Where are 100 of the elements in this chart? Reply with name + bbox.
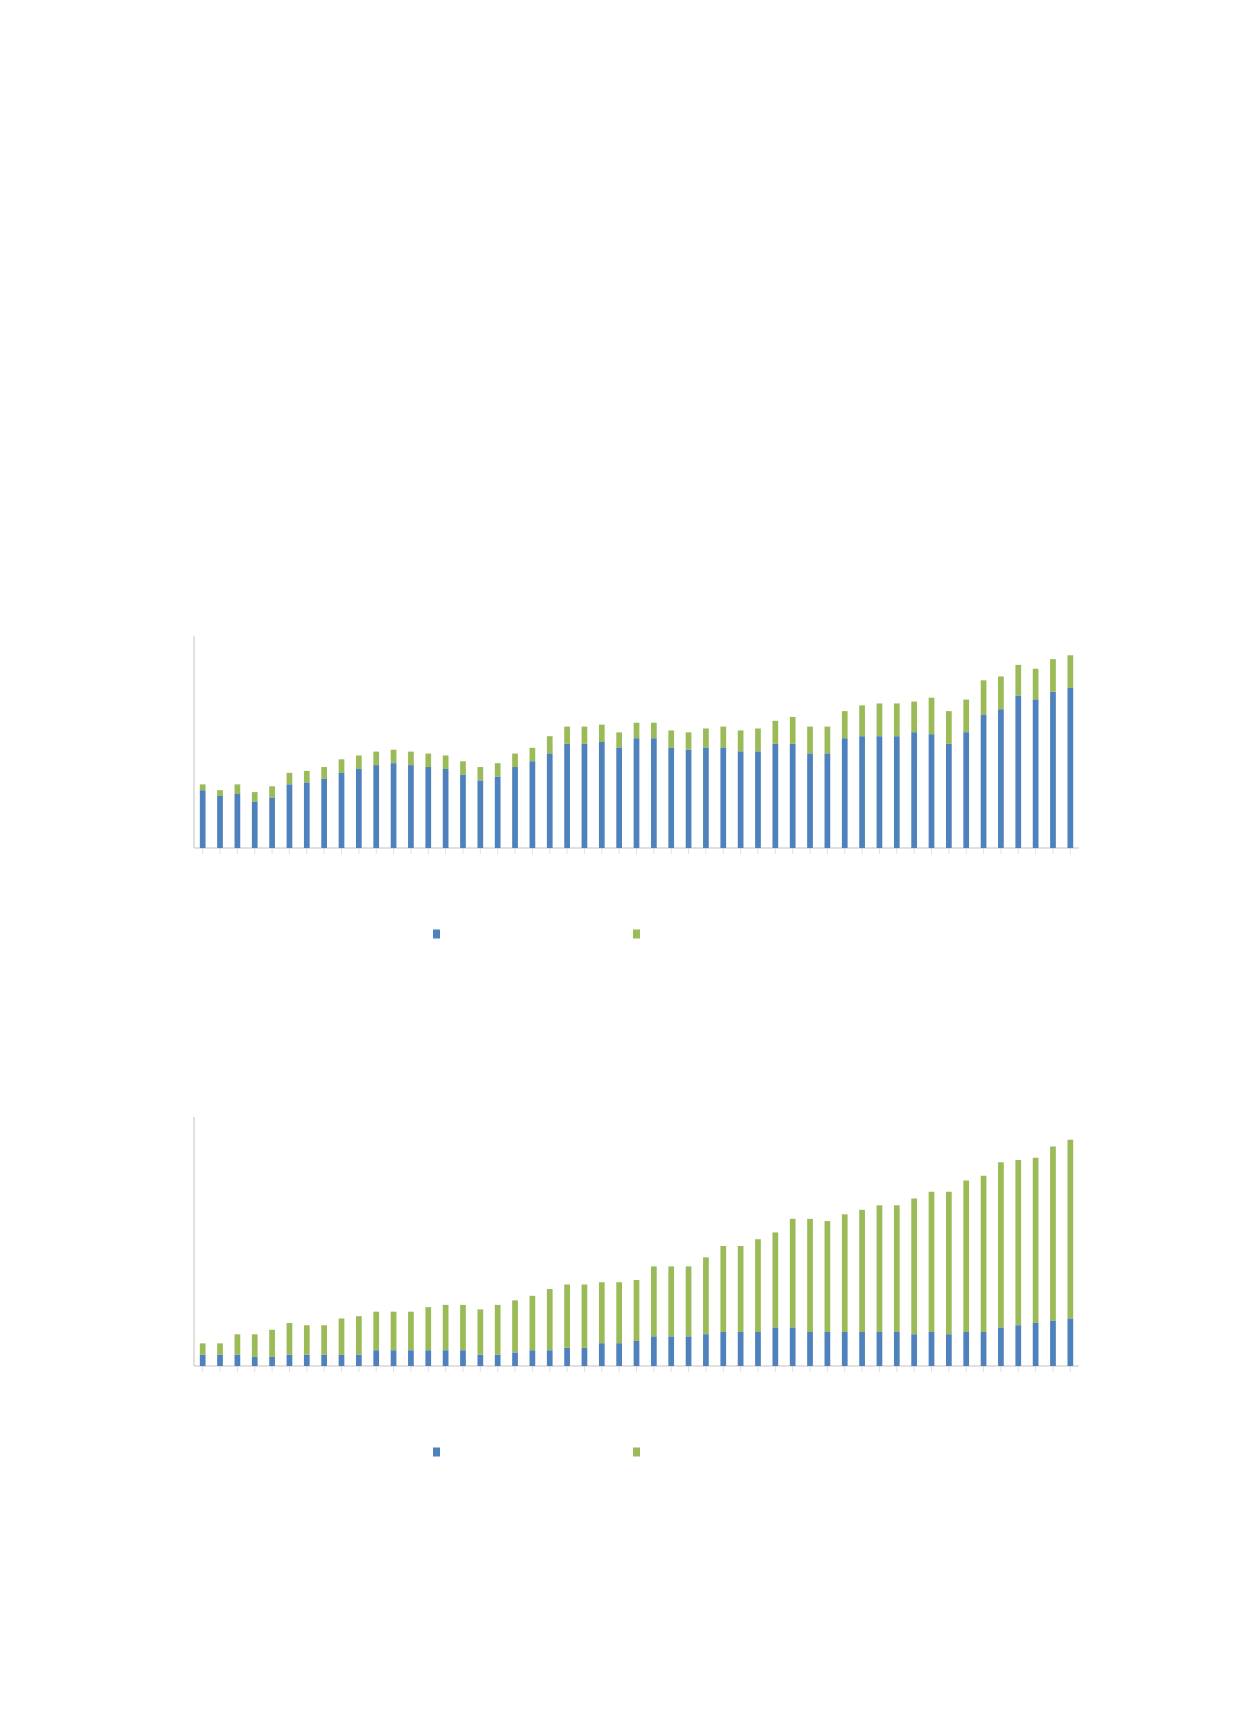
bar [598, 724, 605, 742]
bar [616, 732, 623, 748]
bar [998, 1327, 1004, 1366]
bar [616, 747, 623, 848]
bar [251, 801, 258, 848]
bar [321, 1354, 328, 1366]
bar [546, 1350, 553, 1366]
bar [269, 1329, 275, 1357]
bar [772, 1327, 779, 1366]
bar [703, 747, 709, 848]
bar [772, 743, 779, 848]
bar [217, 1354, 223, 1366]
bar [807, 753, 813, 848]
bar [1067, 655, 1074, 689]
bar [650, 738, 657, 848]
bar [616, 1343, 623, 1366]
bar [477, 1309, 484, 1355]
bar [650, 1336, 657, 1366]
bar [321, 778, 328, 848]
bar [546, 753, 553, 848]
bar [1015, 1325, 1022, 1366]
bar [772, 1232, 779, 1328]
bar [1050, 691, 1056, 848]
bar [303, 770, 310, 783]
bar [893, 1205, 900, 1333]
bar [859, 736, 865, 848]
bar [321, 1325, 328, 1355]
bar [460, 761, 466, 775]
bar [269, 786, 275, 798]
bar [685, 732, 692, 750]
bar [303, 782, 310, 848]
bar [234, 1334, 241, 1355]
bar [703, 728, 709, 748]
bar [616, 1282, 623, 1344]
bar [1050, 1146, 1056, 1321]
bar [494, 763, 501, 777]
bar [1067, 1318, 1074, 1366]
bar [598, 1343, 605, 1366]
bar [251, 792, 258, 802]
bar [998, 1162, 1004, 1328]
bar [963, 1180, 970, 1333]
bar [494, 1304, 501, 1355]
bar [512, 1300, 518, 1353]
bar [946, 1334, 952, 1366]
bar [963, 1332, 970, 1366]
bar [1015, 1160, 1022, 1326]
bar [408, 1350, 414, 1366]
bar [893, 736, 900, 848]
bar [303, 1354, 310, 1366]
bar [650, 1266, 657, 1337]
bar [425, 753, 432, 768]
bar [946, 711, 952, 744]
bar [772, 720, 779, 744]
bar [789, 743, 796, 848]
bar [598, 1282, 605, 1344]
bar [564, 743, 570, 848]
bar [668, 1336, 675, 1366]
bar [477, 767, 484, 781]
bar [789, 1327, 796, 1366]
bar [1067, 1139, 1074, 1319]
bar [911, 732, 918, 848]
bar [512, 767, 518, 848]
bar [199, 1343, 206, 1355]
bar [859, 1209, 865, 1333]
bar [789, 1218, 796, 1328]
bar [564, 726, 570, 744]
bar [859, 1332, 865, 1366]
bar [755, 1239, 761, 1333]
bar [512, 753, 518, 768]
bar [598, 741, 605, 848]
bar [546, 736, 553, 754]
bar [425, 767, 432, 848]
bar [789, 716, 796, 744]
bar [199, 1354, 206, 1366]
bar [442, 755, 449, 769]
bar [720, 1246, 727, 1333]
bar [668, 1266, 675, 1337]
bar [1067, 688, 1074, 848]
bar [668, 747, 675, 848]
bar [963, 699, 970, 733]
bar [807, 1218, 813, 1333]
bar [199, 790, 206, 848]
bar [668, 730, 675, 748]
bar [893, 703, 900, 737]
bar [755, 1332, 761, 1366]
bar [373, 751, 380, 766]
bar [998, 709, 1004, 848]
bar [217, 1343, 223, 1355]
bar [460, 1304, 466, 1351]
bar [269, 1356, 275, 1366]
bar [460, 1350, 466, 1366]
bar [425, 1307, 432, 1351]
bar [946, 1191, 952, 1335]
bar [564, 1347, 570, 1366]
bar [269, 797, 275, 848]
bar [859, 705, 865, 737]
bar [217, 790, 223, 796]
bar [1015, 664, 1022, 696]
bar [755, 751, 761, 848]
bar [650, 722, 657, 739]
